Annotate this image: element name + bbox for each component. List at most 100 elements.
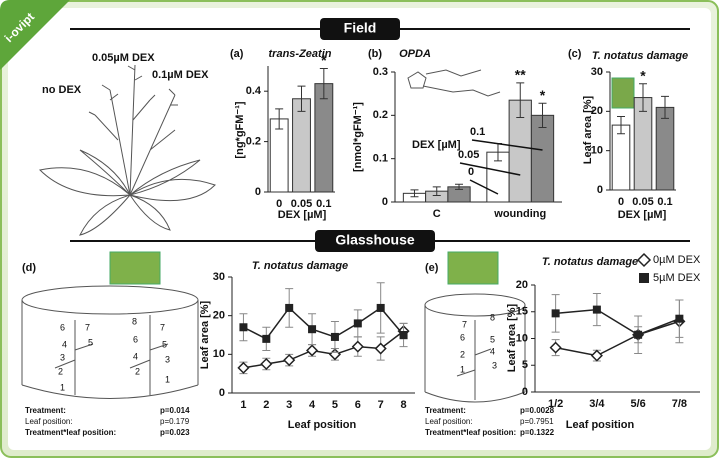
x-tick-label: 0 [276,198,282,210]
y-tick-label: 30 [213,271,225,283]
marker [374,342,387,355]
significance: * [540,87,546,103]
x-axis-label: Leaf position [288,419,357,431]
leaf-number: 1 [460,364,465,374]
leaf-number: 7 [462,319,467,329]
stat-p: p=0.014 [160,406,190,415]
x-tick-label: 5 [332,399,338,411]
stat-p: p=0.0028 [520,406,555,415]
error-bar [661,95,669,119]
y-tick-label: 30 [591,66,603,78]
leaf-number: 2 [460,349,465,359]
error-bar [275,108,284,130]
section-bg [320,18,400,40]
marker [237,361,250,374]
leaf-number: 5 [88,337,93,347]
marker [262,334,271,343]
leaf-number: 1 [165,374,170,384]
marker [306,344,319,357]
leaf-number: 3 [60,352,65,362]
marker [283,354,296,367]
stat-label: Treatment: [25,406,66,415]
marker [634,330,643,339]
plant-label: 0.1µM DEX [152,69,209,81]
leaf-number: 4 [62,339,67,349]
marker [330,332,339,341]
legend-arrow [471,139,543,151]
y-tick-label: 0.4 [246,85,262,97]
x-tick-label: 3 [286,399,292,411]
marker [285,303,294,312]
stat-label: Leaf position: [25,417,73,426]
error-bar [639,83,647,112]
line [555,320,680,357]
marker [260,357,273,371]
insect-photo [109,251,161,285]
stat-label: Treatment*leaf position: [25,428,116,437]
legend-label: 0 [468,166,474,178]
error-bar [538,102,547,128]
marker [592,305,601,314]
line [555,308,680,336]
molecule [407,69,501,97]
leaf-number: 6 [60,322,65,332]
y-tick-label: 0 [597,184,603,196]
leaf-number: 5 [162,339,167,349]
marker [551,309,560,318]
legend-label: 0.05 [458,149,479,161]
bar [611,124,631,191]
stat-label: Treatment: [425,406,466,415]
x-tick-label: 7 [378,399,384,411]
y-tick-label: 0.3 [373,66,388,78]
y-axis-label: [ng*gFM⁻¹] [234,101,246,158]
x-tick-label: 0.05 [632,196,653,208]
section-bg [315,230,435,252]
marker [675,314,684,323]
y-tick-label: 20 [516,279,528,291]
panel-label: (b) [368,48,382,60]
y-tick-label: 15 [516,306,528,318]
leaf-number: 7 [85,322,90,332]
legend-marker [636,252,652,268]
legend-marker [639,273,649,283]
leaf-number: 2 [135,366,140,376]
leaf-number: 4 [133,351,138,361]
error-bar [297,85,306,112]
marker [399,331,408,339]
error-bar [516,82,525,118]
leaf-number: 6 [133,334,138,344]
legend-arrow [469,179,499,195]
x-tick-label: 8 [401,399,407,411]
leaf-number: 8 [490,312,495,322]
x-tick-label: wounding [493,208,546,220]
y-tick-label: 0 [255,186,261,198]
leaf-number: 1 [60,382,65,392]
x-tick-label: 0 [618,196,624,208]
leaf-number: 6 [460,332,465,342]
error-bar [432,186,441,196]
bar [655,106,675,191]
y-axis-label: Leaf area [%] [199,300,211,369]
panel-label: (e) [425,262,439,274]
x-tick-label: C [433,208,441,220]
significance: * [321,52,327,68]
x-tick-label: 2 [263,399,269,411]
bar [292,98,311,193]
leaf-number: 5 [490,334,495,344]
leaf-number: 7 [160,322,165,332]
y-axis-label: Leaf area [%] [506,303,518,372]
marker [590,349,603,362]
leaf-number: 4 [490,346,495,356]
marker [549,341,562,354]
x-tick-label: 6 [355,399,361,411]
x-tick-label: 0.1 [316,198,331,210]
y-axis-label: [nmol*gFM⁻¹] [352,102,364,172]
y-tick-label: 20 [213,310,225,322]
x-tick-label: 5/6 [630,398,645,410]
x-tick-label: 1/2 [548,398,563,410]
marker [376,303,385,312]
legend-label: 5µM DEX [653,272,701,284]
y-tick-label: 0 [219,387,225,399]
y-tick-label: 0.2 [246,136,261,148]
section-title: Field [344,20,377,36]
